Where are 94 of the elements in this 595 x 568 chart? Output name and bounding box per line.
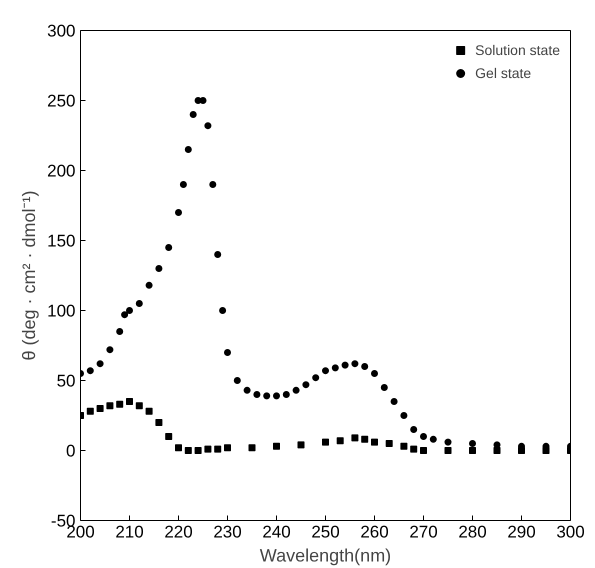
point: [444, 447, 452, 454]
point: [410, 446, 418, 453]
point: [126, 398, 133, 405]
point: [184, 447, 192, 454]
point: [390, 398, 398, 405]
point: [371, 438, 378, 446]
point: [204, 122, 212, 130]
point: [380, 384, 388, 391]
point: [224, 444, 231, 452]
point: [420, 433, 427, 440]
point: [106, 402, 114, 410]
point: [106, 346, 114, 354]
point: [184, 146, 192, 153]
point: [420, 447, 427, 454]
point: [410, 426, 418, 433]
point: [361, 436, 368, 443]
point: [342, 362, 349, 369]
x-tick-label: 210: [115, 522, 144, 542]
point: [155, 419, 162, 426]
point: [322, 367, 329, 374]
x-tick-label: 250: [311, 522, 340, 542]
y-tick-label: 150: [47, 232, 76, 250]
point: [209, 181, 216, 188]
point: [86, 367, 94, 374]
point: [180, 181, 187, 188]
point: [263, 392, 270, 400]
point: [116, 328, 124, 335]
y-axis-title: θ (deg · cm² · dmol⁻¹): [19, 190, 40, 361]
point: [214, 446, 222, 453]
legend-label: Solution state: [475, 42, 560, 58]
point: [469, 440, 476, 447]
point: [146, 282, 153, 289]
point: [126, 307, 133, 314]
point: [292, 386, 300, 394]
point: [336, 437, 344, 444]
point: [298, 441, 304, 448]
point: [400, 442, 408, 450]
y-tick-label: 300: [47, 22, 76, 40]
point: [96, 405, 104, 412]
point: [96, 360, 104, 368]
point: [351, 360, 358, 368]
x-tick-label: 240: [262, 522, 291, 542]
point: [351, 434, 358, 442]
point: [273, 442, 280, 450]
point: [190, 111, 197, 118]
y-tick-label: 100: [47, 302, 76, 320]
point: [253, 391, 260, 398]
point: [386, 440, 393, 447]
point: [175, 444, 182, 452]
x-tick-label: 220: [164, 522, 193, 542]
point: [371, 370, 378, 377]
legend-label: Gel state: [475, 65, 532, 81]
point: [136, 402, 143, 410]
x-tick-label: 270: [409, 522, 438, 542]
point: [282, 391, 290, 398]
point: [248, 444, 256, 452]
point: [86, 408, 94, 415]
point: [155, 265, 162, 272]
point: [116, 400, 124, 408]
point: [194, 447, 202, 454]
point: [469, 447, 476, 454]
point: [214, 251, 222, 258]
point: [204, 446, 212, 453]
point: [219, 307, 226, 314]
x-tick-label: 290: [507, 522, 536, 542]
point: [121, 311, 128, 318]
x-tick-label: 280: [458, 522, 487, 542]
point: [302, 381, 310, 388]
point: [136, 300, 143, 307]
y-tick-label: 50: [56, 372, 76, 390]
point: [165, 244, 172, 251]
point: [444, 438, 452, 446]
point: [361, 363, 368, 370]
point: [175, 209, 182, 216]
point: [494, 447, 500, 454]
y-tick-label: 250: [47, 92, 76, 110]
y-tick-label: 200: [47, 162, 76, 180]
point: [273, 392, 280, 400]
x-tick-label: 300: [556, 522, 585, 542]
point: [312, 374, 320, 382]
point: [430, 436, 437, 443]
x-tick-label: 230: [213, 522, 242, 542]
point: [234, 377, 241, 384]
x-tick-label: 260: [360, 522, 389, 542]
point: [146, 408, 153, 415]
point: [224, 349, 231, 356]
point: [244, 386, 251, 394]
point: [322, 438, 329, 446]
x-axis-title: Wavelength(nm): [260, 546, 392, 566]
y-tick-label: 0: [66, 442, 76, 460]
point: [200, 97, 206, 104]
point: [165, 433, 172, 440]
point: [400, 412, 408, 419]
point: [332, 364, 339, 372]
